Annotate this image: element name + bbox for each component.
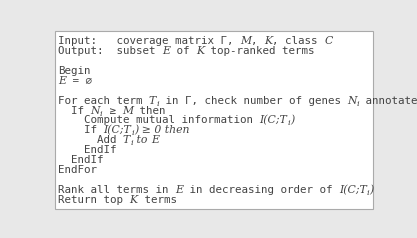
Text: C: C: [324, 36, 333, 46]
Text: EndFor: EndFor: [58, 165, 97, 175]
Text: ): ): [369, 185, 374, 195]
Text: i: i: [367, 189, 369, 197]
Text: i: i: [156, 100, 159, 108]
Text: For each term: For each term: [58, 96, 149, 106]
Text: annotated to: annotated to: [359, 96, 417, 106]
Text: i: i: [130, 139, 133, 147]
Text: K: K: [129, 195, 138, 205]
Text: to: to: [133, 135, 151, 145]
Text: top-ranked terms: top-ranked terms: [204, 46, 314, 56]
Text: E: E: [162, 46, 170, 56]
Text: I(C;T: I(C;T: [259, 115, 287, 126]
Text: = ∅: = ∅: [66, 76, 92, 86]
Text: in decreasing order of: in decreasing order of: [183, 185, 339, 195]
Text: If: If: [58, 105, 90, 115]
Text: M: M: [240, 36, 251, 46]
Text: ): ): [290, 115, 294, 126]
Text: Input:   coverage matrix Γ,: Input: coverage matrix Γ,: [58, 36, 240, 46]
Text: ,: ,: [251, 36, 264, 46]
Text: If: If: [58, 125, 103, 135]
FancyBboxPatch shape: [55, 31, 373, 208]
Text: EndIf: EndIf: [58, 145, 116, 155]
Text: terms: terms: [138, 195, 176, 205]
Text: I(C;T: I(C;T: [339, 185, 367, 195]
Text: i: i: [287, 119, 290, 128]
Text: T: T: [123, 135, 130, 145]
Text: of: of: [170, 46, 196, 56]
Text: Return top: Return top: [58, 195, 129, 205]
Text: Rank all terms in: Rank all terms in: [58, 185, 175, 195]
Text: Compute mutual information: Compute mutual information: [58, 115, 259, 125]
Text: EndIf: EndIf: [58, 155, 103, 165]
Text: Add: Add: [58, 135, 123, 145]
Text: E: E: [175, 185, 183, 195]
Text: Begin: Begin: [58, 66, 90, 76]
Text: K: K: [264, 36, 272, 46]
Text: E: E: [151, 135, 159, 145]
Text: Output:  subset: Output: subset: [58, 46, 162, 56]
Text: i: i: [100, 109, 103, 118]
Text: in Γ, check number of genes: in Γ, check number of genes: [159, 96, 347, 106]
Text: K: K: [196, 46, 204, 56]
Text: i: i: [131, 129, 134, 137]
Text: E: E: [58, 76, 66, 86]
Text: then: then: [133, 105, 166, 115]
Text: I(C;T: I(C;T: [103, 125, 131, 136]
Text: N: N: [347, 96, 357, 106]
Text: ) ≥ 0 then: ) ≥ 0 then: [134, 125, 189, 136]
Text: i: i: [357, 100, 359, 108]
Text: N: N: [90, 105, 100, 115]
Text: ≥: ≥: [103, 105, 122, 115]
Text: , class: , class: [272, 36, 324, 46]
Text: T: T: [149, 96, 156, 106]
Text: M: M: [122, 105, 133, 115]
